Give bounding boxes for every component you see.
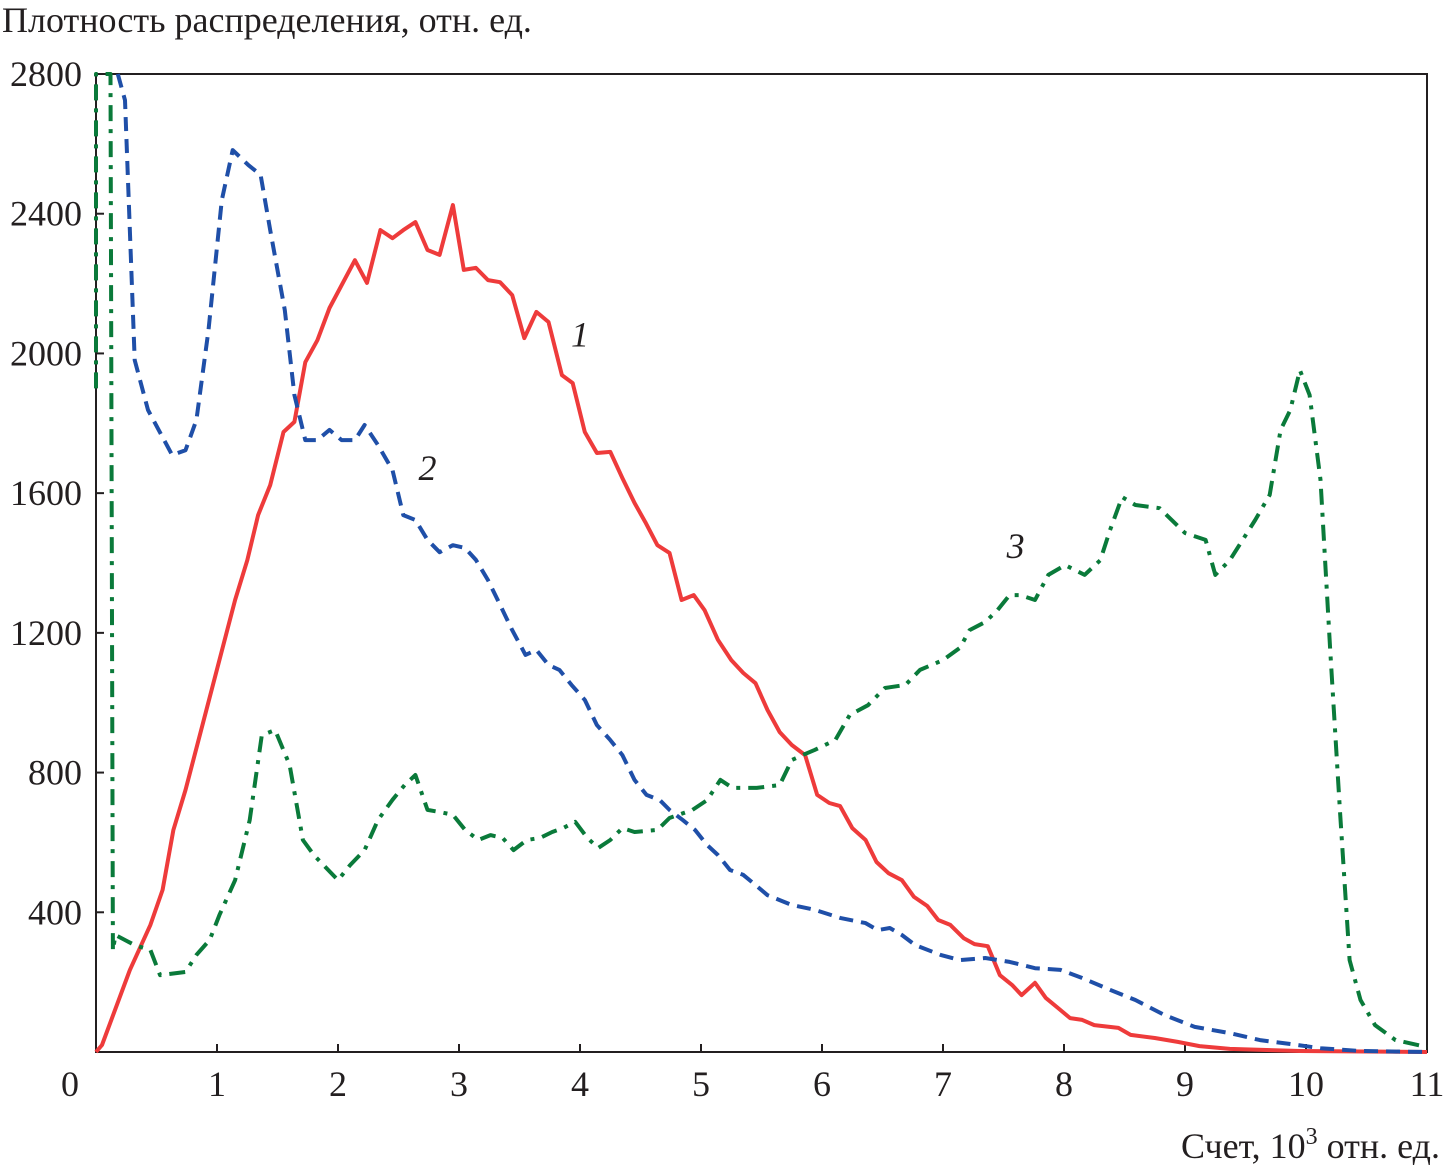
x-tick-label: 0 bbox=[61, 1064, 79, 1104]
y-tick-label: 2800 bbox=[10, 54, 82, 94]
x-axis-label-suffix: отн. ед. bbox=[1318, 1126, 1440, 1166]
axes: 0 1 2 3 4 5 6 7 8 9 10 11 400 800 1200 1600 2000 2400 2800 bbox=[10, 54, 1444, 1104]
x-axis-label-sup: 3 bbox=[1306, 1124, 1318, 1150]
x-tick-label: 1 bbox=[208, 1064, 226, 1104]
y-tick-label: 1200 bbox=[10, 613, 82, 653]
series-label-3: 3 bbox=[1006, 526, 1025, 566]
series-label-1: 1 bbox=[571, 314, 589, 354]
x-axis-label: Счет, 103 отн. ед. bbox=[1181, 1124, 1440, 1166]
x-tick-label: 11 bbox=[1410, 1064, 1445, 1104]
series-line-1 bbox=[94, 203, 1428, 1054]
x-axis-label-main: Счет, 10 bbox=[1181, 1126, 1306, 1166]
series-lines bbox=[94, 72, 1428, 1054]
x-tick-label: 6 bbox=[813, 1064, 831, 1104]
x-tick-label: 4 bbox=[571, 1064, 589, 1104]
x-tick-label: 8 bbox=[1055, 1064, 1073, 1104]
series-label-2: 2 bbox=[419, 448, 437, 488]
y-tick-label: 800 bbox=[28, 753, 82, 793]
y-tick-label: 1600 bbox=[10, 473, 82, 513]
x-tick-label: 7 bbox=[934, 1064, 952, 1104]
plot-frame bbox=[95, 73, 1428, 1053]
y-tick-label: 2400 bbox=[10, 194, 82, 234]
series-line-2 bbox=[115, 73, 1428, 1054]
x-tick-label: 5 bbox=[692, 1064, 710, 1104]
x-tick-label: 3 bbox=[450, 1064, 468, 1104]
series-labels: 1 2 3 bbox=[419, 314, 1025, 566]
series-line-3 bbox=[94, 72, 1428, 1050]
y-axis-label: Плотность распределения, отн. ед. bbox=[2, 0, 532, 40]
x-tick-label: 10 bbox=[1288, 1064, 1324, 1104]
y-tick-label: 400 bbox=[28, 892, 82, 932]
y-tick-label: 2000 bbox=[10, 333, 82, 373]
x-tick-label: 2 bbox=[329, 1064, 347, 1104]
x-tick-label: 9 bbox=[1176, 1064, 1194, 1104]
